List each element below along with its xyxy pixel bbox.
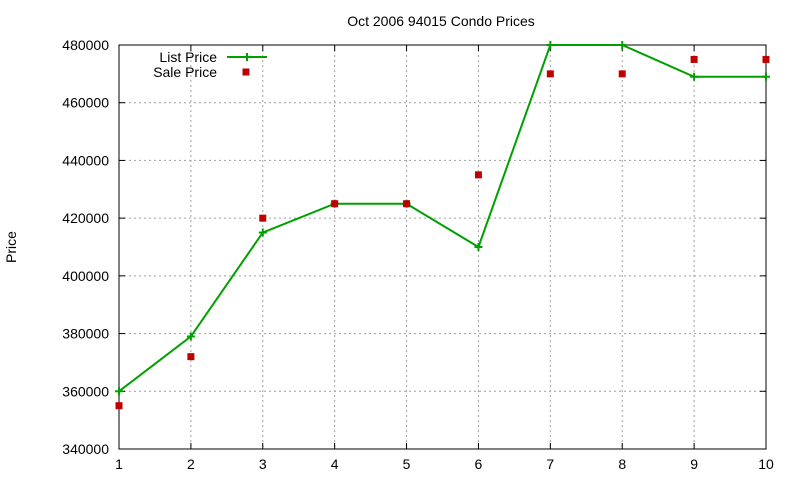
- series-line-list-price: [118, 44, 766, 393]
- x-tick-label: 9: [690, 456, 698, 472]
- x-tick-label: 4: [331, 456, 339, 472]
- list-price-point: [115, 387, 123, 396]
- x-tick-label: 8: [618, 456, 626, 472]
- sale-price-point: [115, 402, 123, 410]
- legend-marker-sale-price: [242, 68, 250, 76]
- sale-price-point: [546, 70, 554, 78]
- sale-price-point: [187, 353, 195, 361]
- x-tick-label: 5: [403, 456, 411, 472]
- legend-label-sale-price: Sale Price: [153, 64, 217, 80]
- plot-frame: [118, 44, 767, 450]
- y-tick-label: 480000: [62, 37, 109, 53]
- y-tick-label: 400000: [62, 268, 109, 284]
- list-price-point: [690, 72, 699, 81]
- x-tick-label: 10: [758, 456, 774, 472]
- series-layer: [115, 41, 770, 410]
- axes-layer: [118, 44, 767, 450]
- y-tick-label: 460000: [62, 95, 109, 111]
- x-tick-label: 1: [115, 456, 123, 472]
- sale-price-point: [762, 55, 770, 63]
- sale-price-point: [690, 55, 698, 63]
- list-price-point: [546, 41, 555, 49]
- y-tick-label: 380000: [62, 326, 109, 342]
- list-price-point: [474, 243, 483, 251]
- sale-price-point: [259, 214, 267, 222]
- x-tick-label: 7: [546, 456, 554, 472]
- sale-price-point: [618, 70, 626, 78]
- chart-title: Oct 2006 94015 Condo Prices: [347, 13, 535, 29]
- y-axis-label: Price: [3, 231, 19, 263]
- list-price-point: [186, 332, 195, 341]
- x-tick-label: 6: [475, 456, 483, 472]
- legend-label-list-price: List Price: [159, 49, 217, 65]
- y-tick-label: 340000: [62, 441, 109, 457]
- sale-price-point: [331, 200, 339, 208]
- list-price-point: [762, 72, 770, 81]
- legend-marker-list-price: [243, 53, 251, 61]
- list-price-point: [618, 41, 627, 49]
- y-tick-label: 440000: [62, 152, 109, 168]
- grid-layer: [119, 45, 766, 449]
- x-tick-label: 3: [259, 456, 267, 472]
- sale-price-point: [403, 200, 411, 208]
- y-tick-label: 360000: [62, 383, 109, 399]
- list-price-point: [258, 228, 267, 237]
- x-tick-label: 2: [187, 456, 195, 472]
- sale-price-point: [474, 171, 482, 179]
- y-tick-label: 420000: [62, 210, 109, 226]
